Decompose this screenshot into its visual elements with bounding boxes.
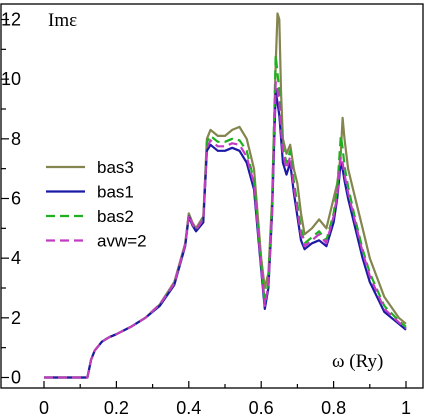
legend: bas3 bas1 bas2 avw=2	[46, 158, 147, 251]
series-layer	[44, 12, 407, 379]
legend-label: bas3	[97, 158, 134, 177]
y-axis-title: Imε	[48, 10, 77, 31]
x-tick-label: 0.6	[249, 398, 274, 418]
x-axis: 0 0.2 0.4 0.6 0.8 1	[39, 381, 411, 418]
legend-label: avw=2	[97, 232, 147, 251]
x-tick-label: 0	[39, 398, 49, 418]
y-axis: 0 2 4 6 8 10 12	[1, 10, 21, 388]
legend-label: bas1	[97, 183, 134, 202]
legend-label: bas2	[97, 207, 134, 226]
y-tick-label: 4	[11, 248, 21, 268]
x-axis-title: ω (Ry)	[332, 351, 383, 372]
y-tick-label: 6	[11, 189, 21, 209]
y-tick-label: 0	[11, 368, 21, 388]
series-line-avw-2	[44, 81, 407, 379]
x-tick-label: 0.8	[321, 398, 346, 418]
x-tick-label: 1	[401, 398, 411, 418]
y-tick-label: 2	[11, 308, 21, 328]
x-tick-label: 0.4	[176, 398, 201, 418]
x-tick-label: 0.2	[104, 398, 129, 418]
y-tick-label: 12	[1, 10, 21, 30]
y-tick-label: 10	[1, 69, 21, 89]
plot-frame	[0, 3, 424, 389]
y-tick-label: 8	[11, 129, 21, 149]
